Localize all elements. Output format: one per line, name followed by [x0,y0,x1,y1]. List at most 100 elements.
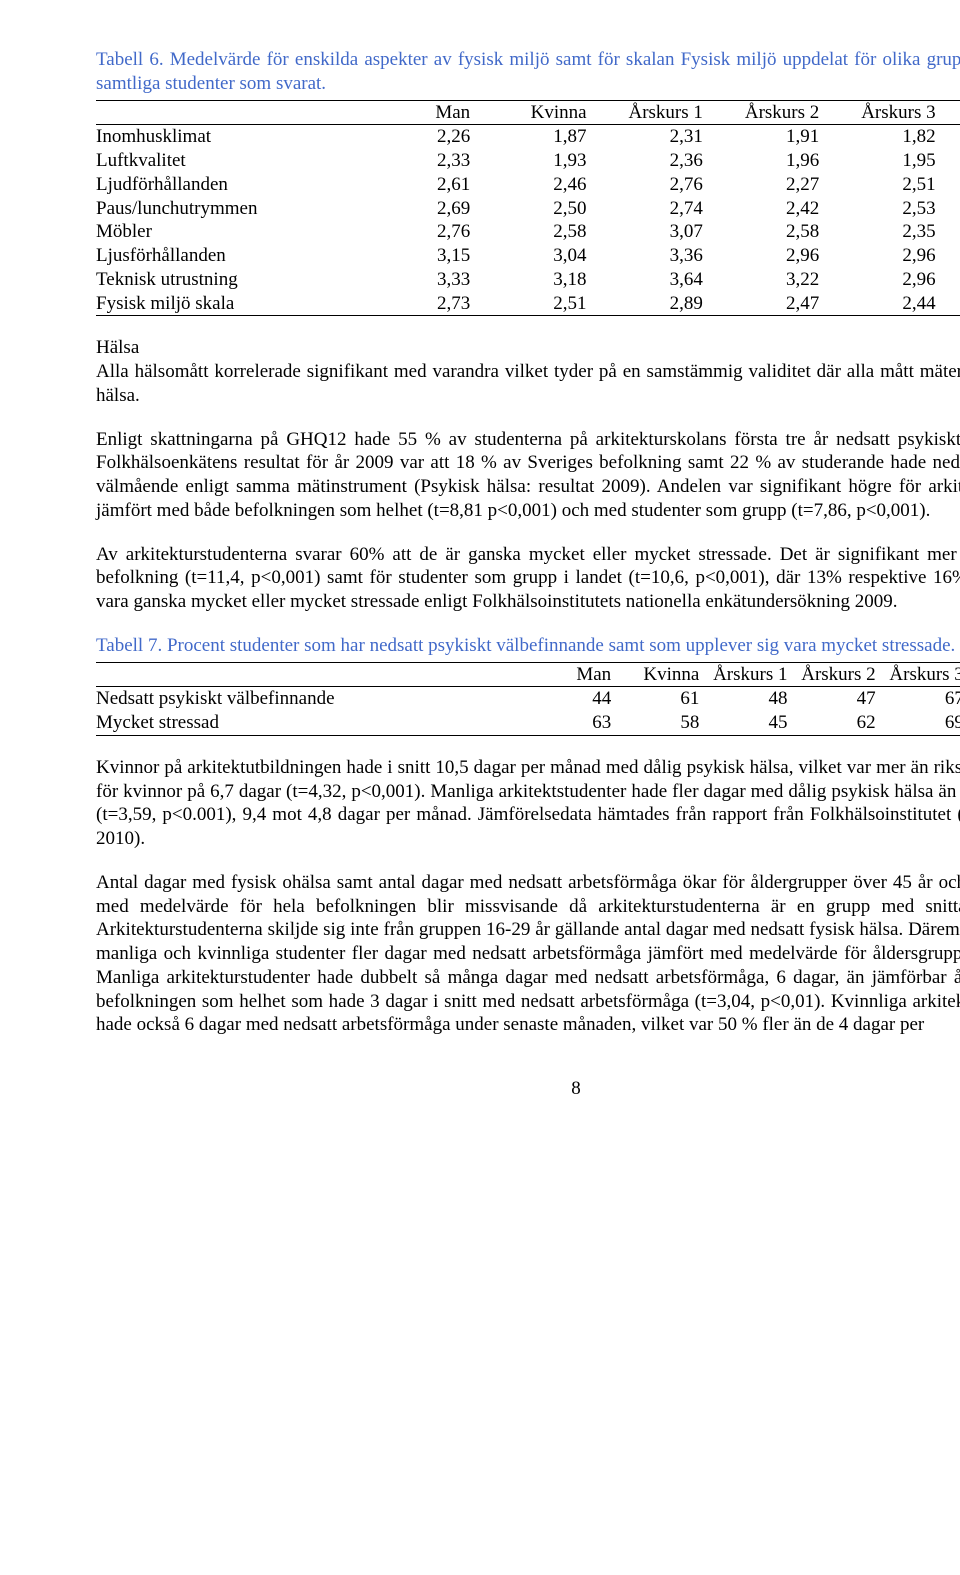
table-cell: 2,35 [823,220,939,244]
table-cell: 3,07 [591,220,707,244]
table-row: Mycket stressad635845626960 [96,711,960,735]
table-cell: 3,15 [358,244,474,268]
column-header: Årskurs 1 [703,662,791,687]
table-cell: 2,51 [823,173,939,197]
table-row: Nedsatt psykiskt välbefinnande4461484767… [96,687,960,711]
table-row: Fysisk miljö skala2,732,512,892,472,442,… [96,292,960,316]
column-header: Årskurs 3 [823,100,939,125]
page-number: 8 [96,1077,960,1101]
table-cell: 2,96 [823,244,939,268]
paragraph: Alla hälsomått korrelerade signifikant m… [96,360,960,408]
column-header: Kvinna [474,100,590,125]
table-cell: 3,22 [707,268,823,292]
table-cell: Inomhusklimat [96,125,358,149]
table-cell: 2,58 [707,220,823,244]
table-row: Teknisk utrustning3,333,183,643,222,963,… [96,268,960,292]
table-cell: 2,74 [591,197,707,221]
table-cell: Ljudförhållanden [96,173,358,197]
table-cell: 2,96 [823,268,939,292]
column-header: Totalt [940,100,960,125]
table-cell: 1,96 [707,149,823,173]
table-cell: 61 [615,687,703,711]
table-cell: Nedsatt psykiskt välbefinnande [96,687,527,711]
table-cell: 2,47 [707,292,823,316]
table-cell: 2,61 [358,173,474,197]
table-cell: 2,58 [474,220,590,244]
table-cell: 2,44 [823,292,939,316]
table-cell: Luftkvalitet [96,149,358,173]
column-header: Man [527,662,615,687]
table-cell: 67 [880,687,960,711]
table-row: Inomhusklimat2,261,872,311,911,821,99 [96,125,960,149]
table-cell: 1,91 [707,125,823,149]
table-cell: 2,27 [707,173,823,197]
table-cell: 63 [527,711,615,735]
table-cell: 2,50 [474,197,590,221]
table-row: Luftkvalitet2,331,932,361,961,952,07 [96,149,960,173]
paragraph: Kvinnor på arkitektutbildningen hade i s… [96,756,960,851]
table7-caption: Tabell 7. Procent studenter som har neds… [96,634,960,658]
table-cell: 3,08 [940,244,960,268]
table-cell: 3,33 [358,268,474,292]
table-cell: 1,82 [823,125,939,149]
table-cell: 2,51 [940,173,960,197]
table-cell: 44 [527,687,615,711]
table-cell: 2,76 [591,173,707,197]
table-cell: 2,33 [358,149,474,173]
table-row: Paus/lunchutrymmen2,692,502,742,422,532,… [96,197,960,221]
column-header: Årskurs 2 [707,100,823,125]
table-cell: 2,46 [474,173,590,197]
table-cell: 2,42 [707,197,823,221]
column-header: Årskurs 1 [591,100,707,125]
paragraph: Av arkitekturstudenterna svarar 60% att … [96,543,960,614]
table-cell: 58 [615,711,703,735]
table-cell: Möbler [96,220,358,244]
table-cell: 2,51 [474,292,590,316]
table-cell: Teknisk utrustning [96,268,358,292]
table-cell: 2,69 [358,197,474,221]
table-cell: 47 [792,687,880,711]
table-cell: 2,73 [358,292,474,316]
table-cell: 3,64 [591,268,707,292]
table-cell: 62 [792,711,880,735]
table7: ManKvinnaÅrskurs 1Årskurs 2Årskurs 3Tota… [96,662,960,736]
table-cell: 69 [880,711,960,735]
table-cell: 48 [703,687,791,711]
paragraph: Antal dagar med fysisk ohälsa samt antal… [96,871,960,1037]
table-cell: 3,25 [940,268,960,292]
table-cell: 2,53 [823,197,939,221]
section-heading-halsa: Hälsa [96,336,960,360]
column-header: Årskurs 3 [880,662,960,687]
table-cell: 2,36 [591,149,707,173]
table-cell: 3,04 [474,244,590,268]
table6: ManKvinnaÅrskurs 1Årskurs 2Årskurs 3Tota… [96,100,960,317]
table-cell: 2,31 [591,125,707,149]
table-cell: Ljusförhållanden [96,244,358,268]
table-cell: 2,56 [940,197,960,221]
table-cell: 1,87 [474,125,590,149]
table-cell: 2,26 [358,125,474,149]
table6-caption: Tabell 6. Medelvärde för enskilda aspekt… [96,48,960,96]
table-cell: 2,89 [591,292,707,316]
table-cell: 2,96 [707,244,823,268]
column-header: Man [358,100,474,125]
table-cell: 1,93 [474,149,590,173]
column-header [96,100,358,125]
table-cell: Paus/lunchutrymmen [96,197,358,221]
table-row: Möbler2,762,583,072,582,352,63 [96,220,960,244]
table-cell: Fysisk miljö skala [96,292,358,316]
table-cell: 2,63 [940,220,960,244]
paragraph: Enligt skattningarna på GHQ12 hade 55 % … [96,428,960,523]
column-header: Kvinna [615,662,703,687]
table-row: Ljudförhållanden2,612,462,762,272,512,51 [96,173,960,197]
table-cell: 1,99 [940,125,960,149]
column-header [96,662,527,687]
table-cell: 2,76 [358,220,474,244]
table-row: Ljusförhållanden3,153,043,362,962,963,08 [96,244,960,268]
column-header: Årskurs 2 [792,662,880,687]
table-cell: 2,58 [940,292,960,316]
table-cell: 3,36 [591,244,707,268]
table-cell: 2,07 [940,149,960,173]
table-cell: 3,18 [474,268,590,292]
table-cell: 45 [703,711,791,735]
